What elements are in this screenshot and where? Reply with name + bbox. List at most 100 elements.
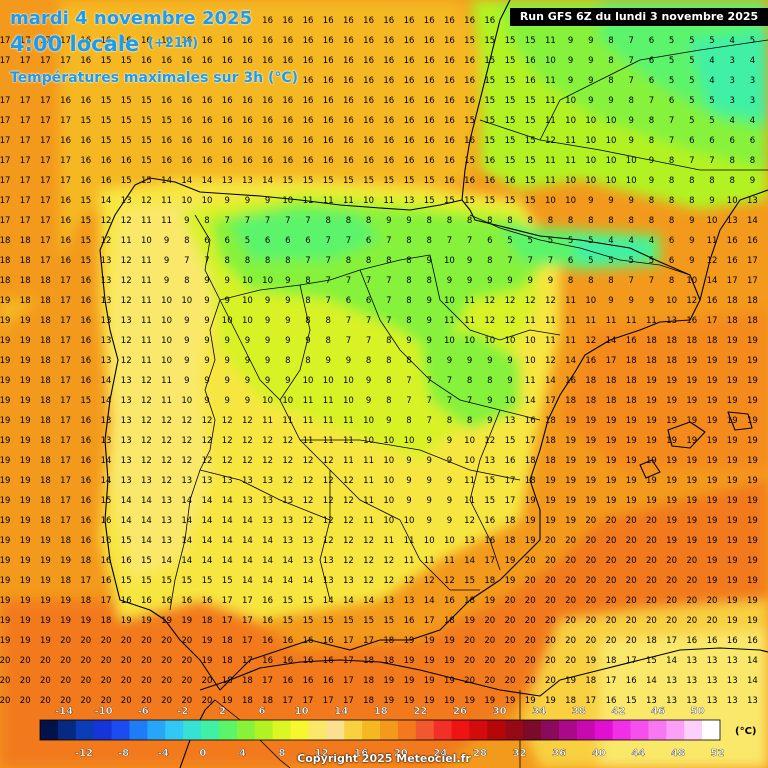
grid-value: 17 xyxy=(60,476,71,486)
grid-value: 13 xyxy=(707,656,718,666)
grid-value: 17 xyxy=(727,276,738,286)
grid-value: 11 xyxy=(141,276,152,286)
grid-value: 9 xyxy=(406,456,411,466)
grid-value: 10 xyxy=(585,156,596,166)
grid-value: 16 xyxy=(121,596,132,606)
grid-value: 15 xyxy=(525,116,536,126)
color-scale-swatch xyxy=(254,720,274,740)
grid-value: 16 xyxy=(363,96,374,106)
grid-value: 9 xyxy=(750,176,755,186)
grid-value: 10 xyxy=(585,116,596,126)
grid-value: 19 xyxy=(545,696,556,706)
grid-value: 19 xyxy=(727,396,738,406)
grid-value: 11 xyxy=(141,316,152,326)
country-borders xyxy=(169,39,768,768)
grid-value: 16 xyxy=(343,16,354,26)
grid-value: 19 xyxy=(606,496,617,506)
grid-value: 16 xyxy=(424,96,435,106)
grid-value: 9 xyxy=(426,476,431,486)
grid-value: 18 xyxy=(585,376,596,386)
grid-value: 18 xyxy=(666,356,677,366)
grid-value: 18 xyxy=(585,676,596,686)
grid-value: 16 xyxy=(282,656,293,666)
grid-value: 19 xyxy=(60,596,71,606)
grid-value: 12 xyxy=(303,476,314,486)
grid-value: 15 xyxy=(101,496,112,506)
grid-value: 15 xyxy=(525,156,536,166)
grid-value: 18 xyxy=(606,396,617,406)
color-scale-label: 0 xyxy=(199,748,206,759)
grid-value: 8 xyxy=(285,256,290,266)
grid-value: 19 xyxy=(666,536,677,546)
grid-value: 8 xyxy=(406,256,411,266)
color-scale-swatch xyxy=(487,720,506,740)
grid-value: 16 xyxy=(323,76,334,86)
grid-value: 14 xyxy=(202,536,213,546)
grid-value: 8 xyxy=(467,416,472,426)
grid-value: 19 xyxy=(444,696,455,706)
grid-value: 19 xyxy=(666,396,677,406)
grid-value: 12 xyxy=(242,416,253,426)
grid-value: 8 xyxy=(386,376,391,386)
grid-value: 18 xyxy=(727,316,738,326)
grid-value: 10 xyxy=(444,536,455,546)
grid-value: 16 xyxy=(686,636,697,646)
grid-value: 16 xyxy=(464,76,475,86)
grid-value: 10 xyxy=(383,496,394,506)
grid-value: 9 xyxy=(426,336,431,346)
grid-value: 12 xyxy=(222,416,233,426)
grid-value: 20 xyxy=(161,696,172,706)
grid-value: 16 xyxy=(424,56,435,66)
grid-value: 17 xyxy=(60,296,71,306)
grid-value: 11 xyxy=(464,496,475,506)
grid-value: 11 xyxy=(585,316,596,326)
color-scale-label: 10 xyxy=(295,706,309,717)
grid-value: 16 xyxy=(242,96,253,106)
grid-value: 20 xyxy=(464,676,475,686)
grid-value: 16 xyxy=(383,116,394,126)
grid-value: 16 xyxy=(222,36,233,46)
grid-value: 8 xyxy=(386,396,391,406)
grid-value: 19 xyxy=(727,476,738,486)
grid-value: 10 xyxy=(282,396,293,406)
grid-value: 8 xyxy=(224,256,229,266)
grid-value: 16 xyxy=(424,16,435,26)
grid-value: 14 xyxy=(101,396,112,406)
grid-value: 5 xyxy=(608,256,613,266)
grid-value: 20 xyxy=(101,656,112,666)
grid-value: 15 xyxy=(383,176,394,186)
grid-value: 17 xyxy=(60,176,71,186)
grid-value: 19 xyxy=(202,636,213,646)
grid-value: 16 xyxy=(141,596,152,606)
grid-value: 19 xyxy=(20,596,31,606)
grid-value: 20 xyxy=(0,696,10,706)
grid-value: 20 xyxy=(505,636,516,646)
grid-value: 19 xyxy=(585,476,596,486)
grid-value: 17 xyxy=(484,556,495,566)
grid-value: 20 xyxy=(464,656,475,666)
grid-value: 8 xyxy=(325,316,330,326)
grid-value: 17 xyxy=(505,476,516,486)
grid-value: 16 xyxy=(262,36,273,46)
grid-value: 20 xyxy=(686,596,697,606)
grid-value: 4 xyxy=(729,36,734,46)
grid-value: 20 xyxy=(80,696,91,706)
grid-value: 12 xyxy=(464,516,475,526)
grid-value: 15 xyxy=(404,176,415,186)
grid-value: 9 xyxy=(265,196,270,206)
grid-value: 5 xyxy=(669,36,674,46)
grid-value: 5 xyxy=(669,56,674,66)
grid-value: 16 xyxy=(323,96,334,106)
grid-value: 16 xyxy=(404,136,415,146)
grid-value: 16 xyxy=(60,236,71,246)
grid-value: 16 xyxy=(242,136,253,146)
grid-value: 9 xyxy=(245,356,250,366)
grid-value: 10 xyxy=(606,156,617,166)
grid-value: 10 xyxy=(181,196,192,206)
grid-value: 16 xyxy=(707,296,718,306)
grid-value: 7 xyxy=(346,316,351,326)
grid-value: 13 xyxy=(262,496,273,506)
grid-value: 20 xyxy=(101,696,112,706)
grid-value: 17 xyxy=(0,136,10,146)
grid-value: 17 xyxy=(20,156,31,166)
